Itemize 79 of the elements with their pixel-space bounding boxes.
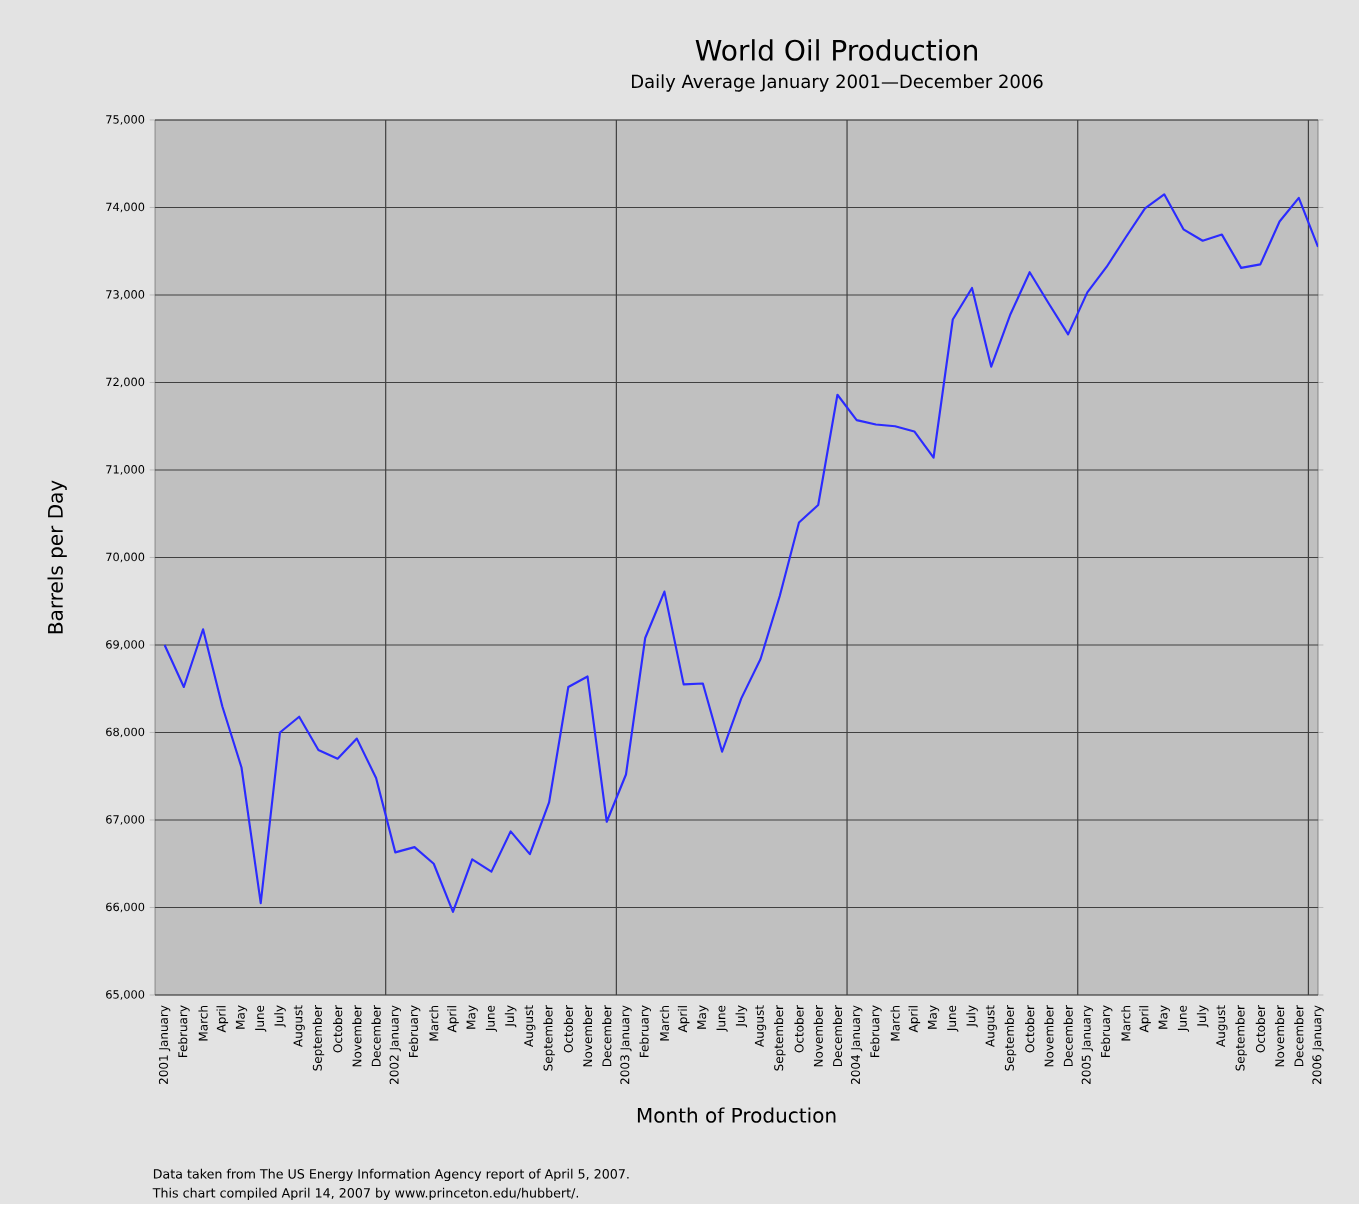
x-tick-label: May (927, 1005, 940, 1029)
x-tick-label: August (1216, 1005, 1228, 1048)
text: Data taken from The US Energy Information Agency report of April 5, 2007. (153, 1169, 629, 1182)
x-tick-label: July (966, 1005, 978, 1028)
x-tick-label: May (235, 1005, 248, 1029)
y-tick-label: 73,000 (106, 290, 145, 301)
x-tick-label: December (371, 1005, 381, 1067)
x-tick-label: May (466, 1005, 478, 1029)
x-tick-label: August (754, 1005, 767, 1048)
chart-title: World Oil Production (695, 39, 977, 62)
x-tick-label: April (1139, 1006, 1151, 1033)
x-tick-label: 2004 January (850, 1005, 863, 1085)
x-tick-label: 2002 January (389, 1005, 401, 1085)
x-tick-label: September (1004, 1005, 1017, 1071)
x-tick-label: November (582, 1005, 593, 1067)
x-tick-label: 2006 January (1312, 1005, 1324, 1085)
y-tick-label: 72,000 (106, 377, 145, 388)
x-tick-label: April (677, 1006, 690, 1033)
x-tick-label: June (255, 1005, 267, 1033)
y-tick-label: 68,000 (106, 727, 145, 738)
y-tick-label: 69,000 (106, 640, 145, 651)
x-tick-label: 2001 January (158, 1005, 171, 1085)
x-tick-label: May (697, 1005, 709, 1029)
y-tick-label: 75,000 (106, 115, 145, 126)
x-tick-label: September (773, 1005, 786, 1071)
x-tick-label: February (870, 1005, 882, 1058)
x-tick-label: October (1255, 1005, 1265, 1053)
x-axis-title: Month of Production (637, 1107, 836, 1124)
x-tick-label: 2005 January (1081, 1005, 1094, 1085)
x-tick-label: June (716, 1005, 728, 1033)
y-tick-label: 74,000 (106, 202, 145, 213)
x-tick-label: March (198, 1006, 208, 1041)
x-tick-label: 2003 January (620, 1005, 632, 1085)
x-tick-label: July (1196, 1005, 1209, 1028)
line-series (163, 193, 1319, 914)
x-tick-label: September (312, 1005, 325, 1071)
x-tick-label: March (890, 1006, 900, 1041)
y-axis-title: Barrels per Day (47, 480, 67, 634)
x-tick-label: June (485, 1005, 497, 1033)
x-tick-label: April (216, 1006, 229, 1033)
x-tick-label: August (985, 1005, 997, 1048)
x-tick-label: October (563, 1005, 573, 1053)
x-tick-label: September (1235, 1005, 1247, 1071)
x-tick-label: December (832, 1005, 843, 1067)
x-tick-label: November (813, 1005, 823, 1067)
y-tick-label: 67,000 (106, 815, 145, 826)
y-tick-label: 66,000 (106, 902, 145, 913)
x-tick-label: September (543, 1005, 555, 1071)
x-tick-label: August (524, 1005, 536, 1048)
chart-subtitle: Daily Average January 2001—December 2006 (632, 74, 1043, 92)
y-tick-label: 71,000 (106, 465, 145, 476)
x-tick-label: December (1063, 1005, 1073, 1067)
x-tick-label: July (735, 1005, 748, 1028)
x-tick-label: October (1025, 1005, 1035, 1053)
x-tick-label: November (1044, 1005, 1054, 1067)
x-tick-label: June (1177, 1005, 1190, 1033)
x-tick-label: April (447, 1006, 459, 1033)
x-tick-label: July (504, 1005, 517, 1028)
x-tick-label: November (352, 1005, 362, 1067)
x-tick-label: February (178, 1005, 190, 1058)
x-tick-label: February (408, 1005, 421, 1058)
x-tick-label: June (947, 1005, 959, 1033)
x-tick-label: February (1100, 1005, 1113, 1058)
x-tick-label: December (1294, 1005, 1304, 1067)
x-tick-label: August (293, 1005, 305, 1048)
x-tick-label: May (1158, 1005, 1170, 1029)
y-tick-label: 70,000 (106, 552, 145, 563)
x-tick-label: July (274, 1005, 286, 1028)
x-tick-label: November (1274, 1005, 1285, 1067)
x-tick-label: December (602, 1005, 612, 1067)
x-tick-label: March (429, 1006, 439, 1041)
x-tick-label: March (1121, 1006, 1131, 1041)
y-tick-label: 65,000 (106, 990, 145, 1001)
x-tick-label: February (639, 1005, 651, 1058)
x-tick-label: April (908, 1006, 921, 1033)
x-tick-label: March (659, 1006, 670, 1041)
x-tick-label: October (794, 1005, 804, 1053)
x-tick-label: October (332, 1005, 343, 1053)
text: This chart compiled April 14, 2007 by www.princeton.edu/hubbert/. (152, 1188, 579, 1201)
